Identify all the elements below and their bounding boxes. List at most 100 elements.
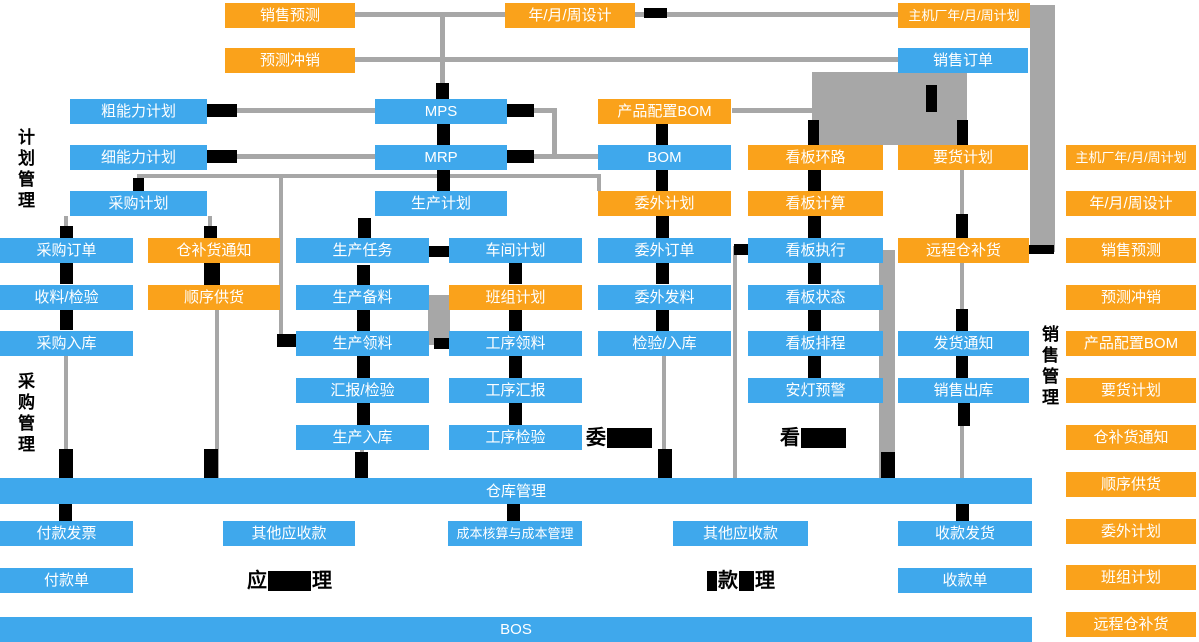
node-process-picking[interactable]: 工序领料 — [449, 331, 582, 356]
node-receipt-shipping[interactable]: 收款发货 — [898, 521, 1032, 546]
connector-line — [440, 12, 445, 99]
connector-mark — [926, 85, 937, 112]
node-outsourcing-order[interactable]: 委外订单 — [598, 238, 731, 263]
node-kanban-execution[interactable]: 看板执行 — [748, 238, 883, 263]
connector-mark — [204, 226, 217, 238]
node-warehouse-management[interactable]: 仓库管理 — [0, 478, 1032, 504]
node-sales-forecast-right[interactable]: 销售预测 — [1066, 238, 1196, 263]
connector-line — [960, 403, 964, 478]
connector-mark — [507, 503, 520, 522]
node-report-inspection[interactable]: 汇报/检验 — [296, 378, 429, 403]
node-oem-ymw-plan[interactable]: 主机厂年/月/周计划 — [898, 3, 1030, 28]
node-outsourcing-plan[interactable]: 委外计划 — [598, 191, 731, 216]
node-kanban-loop[interactable]: 看板环路 — [748, 145, 883, 170]
node-other-receivables-2[interactable]: 其他应收款 — [673, 521, 808, 546]
node-sequence-supply[interactable]: 顺序供货 — [148, 285, 280, 310]
node-purchase-order[interactable]: 采购订单 — [0, 238, 133, 263]
node-production-material-prep[interactable]: 生产备料 — [296, 285, 429, 310]
node-remote-warehouse-replenish-right[interactable]: 远程仓补货 — [1066, 612, 1196, 637]
node-kanban-scheduling[interactable]: 看板排程 — [748, 331, 883, 356]
node-ymw-design[interactable]: 年/月/周设计 — [505, 3, 635, 28]
node-production-plan[interactable]: 生产计划 — [375, 191, 507, 216]
node-delivery-plan-right[interactable]: 要货计划 — [1066, 378, 1196, 403]
connector-mark — [509, 356, 522, 378]
connector-mark — [656, 310, 669, 331]
node-sales-order[interactable]: 销售订单 — [898, 48, 1028, 73]
node-oem-ymw-plan-right[interactable]: 主机厂年/月/周计划 — [1066, 145, 1196, 170]
node-other-receivables-1[interactable]: 其他应收款 — [223, 521, 355, 546]
node-payment-invoice[interactable]: 付款发票 — [0, 521, 133, 546]
gray-connector-block — [1030, 5, 1055, 252]
node-ymw-design-right[interactable]: 年/月/周设计 — [1066, 191, 1196, 216]
node-forecast-offset[interactable]: 预测冲销 — [225, 48, 355, 73]
connector-line — [960, 263, 964, 331]
obscured-label-text: 看 — [780, 427, 800, 449]
connector-mark — [358, 218, 371, 239]
node-purchase-inbound[interactable]: 采购入库 — [0, 331, 133, 356]
node-warehouse-replenish-notice[interactable]: 仓补货通知 — [148, 238, 280, 263]
node-sequence-supply-right[interactable]: 顺序供货 — [1066, 472, 1196, 497]
node-mrp[interactable]: MRP — [375, 145, 507, 170]
group-label-sales-management: 销售管理 — [1039, 325, 1058, 409]
connector-mark — [60, 226, 73, 239]
node-bos[interactable]: BOS — [0, 617, 1032, 642]
node-payment-slip[interactable]: 付款单 — [0, 568, 133, 593]
node-remote-warehouse-replenish[interactable]: 远程仓补货 — [898, 238, 1029, 263]
connector-mark — [644, 8, 667, 18]
node-bom[interactable]: BOM — [598, 145, 731, 170]
node-production-picking[interactable]: 生产领料 — [296, 331, 429, 356]
node-team-plan-right[interactable]: 班组计划 — [1066, 565, 1196, 590]
node-shipping-notice[interactable]: 发货通知 — [898, 331, 1029, 356]
connector-line — [960, 170, 964, 240]
connector-mark — [658, 449, 672, 478]
connector-line — [732, 108, 812, 113]
obscured-label-text: 理 — [755, 570, 775, 592]
node-team-plan[interactable]: 班组计划 — [449, 285, 582, 310]
node-outsourcing-plan-right[interactable]: 委外计划 — [1066, 519, 1196, 544]
connector-line — [279, 178, 283, 340]
node-process-report[interactable]: 工序汇报 — [449, 378, 582, 403]
connector-mark — [808, 216, 821, 239]
node-workshop-plan[interactable]: 车间计划 — [449, 238, 582, 263]
node-kanban-status[interactable]: 看板状态 — [748, 285, 883, 310]
node-receipt-slip[interactable]: 收款单 — [898, 568, 1032, 593]
node-production-inbound[interactable]: 生产入库 — [296, 425, 429, 450]
connector-mark — [509, 403, 522, 425]
connector-mark — [59, 503, 72, 522]
node-sales-forecast[interactable]: 销售预测 — [225, 3, 355, 28]
node-forecast-offset-right[interactable]: 预测冲销 — [1066, 285, 1196, 310]
node-production-task[interactable]: 生产任务 — [296, 238, 429, 263]
connector-line — [355, 12, 505, 17]
connector-line — [662, 356, 666, 478]
connector-mark — [956, 503, 969, 522]
node-fine-capacity-plan[interactable]: 细能力计划 — [70, 145, 207, 170]
group-label-purchasing-management: 采购管理 — [15, 372, 34, 456]
node-outsourcing-material-issue[interactable]: 委外发料 — [598, 285, 731, 310]
node-delivery-plan[interactable]: 要货计划 — [898, 145, 1028, 170]
connector-mark — [956, 309, 968, 331]
obscured-label-text: 委 — [586, 427, 606, 449]
node-receiving-inspection[interactable]: 收料/检验 — [0, 285, 133, 310]
node-kanban-calculation[interactable]: 看板计算 — [748, 191, 883, 216]
connector-mark — [428, 246, 454, 257]
connector-mark — [60, 309, 73, 330]
obscured-label-kanban-management: 看 — [780, 427, 847, 449]
node-process-inspection[interactable]: 工序检验 — [449, 425, 582, 450]
connector-mark — [656, 216, 669, 239]
node-cost-accounting-management[interactable]: 成本核算与成本管理 — [448, 521, 582, 546]
node-product-config-bom[interactable]: 产品配置BOM — [598, 99, 731, 124]
connector-mark — [357, 265, 370, 285]
node-product-config-bom-right[interactable]: 产品配置BOM — [1066, 331, 1196, 356]
node-mps[interactable]: MPS — [375, 99, 507, 124]
connector-line — [597, 174, 601, 191]
node-sales-outbound[interactable]: 销售出库 — [898, 378, 1029, 403]
connector-mark — [434, 338, 452, 349]
node-andon-alert[interactable]: 安灯预警 — [748, 378, 883, 403]
node-purchase-plan[interactable]: 采购计划 — [70, 191, 207, 216]
redaction-bar — [739, 571, 754, 591]
node-warehouse-replenish-notice-right[interactable]: 仓补货通知 — [1066, 425, 1196, 450]
node-rough-capacity-plan[interactable]: 粗能力计划 — [70, 99, 207, 124]
connector-mark — [507, 104, 534, 117]
node-inspection-inbound[interactable]: 检验/入库 — [598, 331, 731, 356]
connector-mark — [357, 310, 370, 331]
